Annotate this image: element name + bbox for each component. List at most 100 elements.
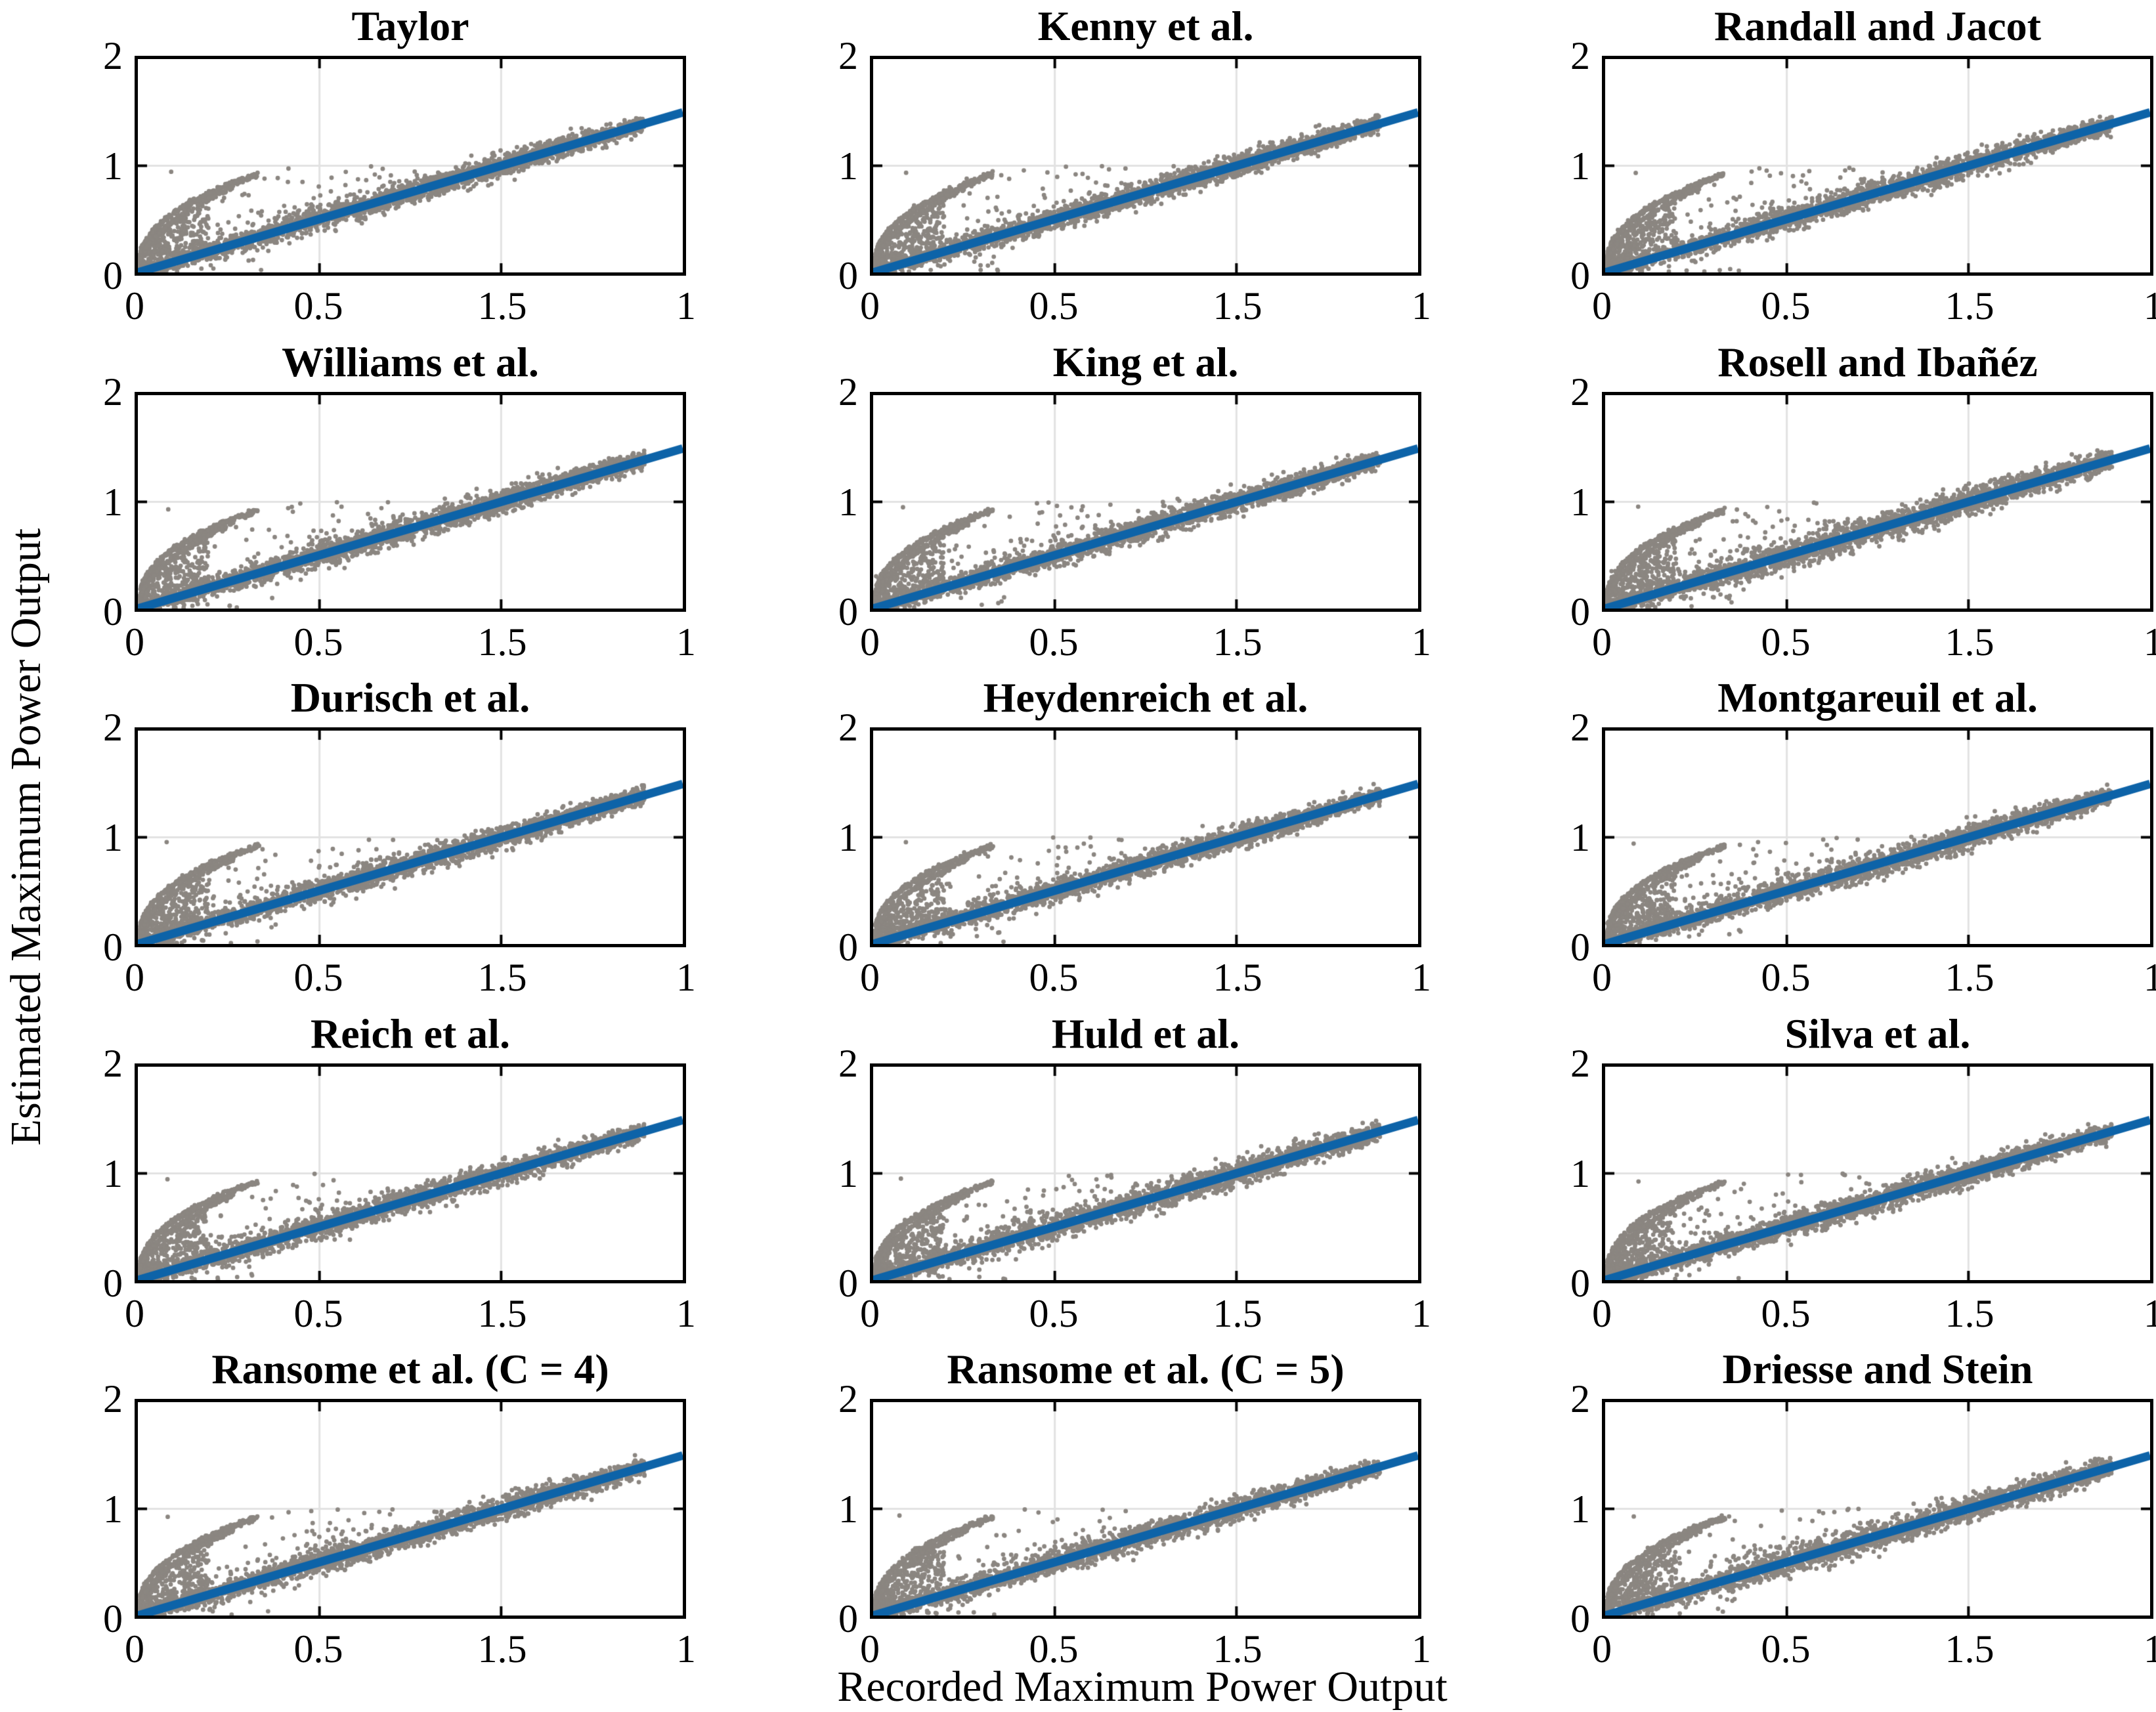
scatter-canvas: [873, 1402, 1418, 1616]
y-tick-label: 1: [838, 815, 858, 859]
y-tick-label: 2: [838, 370, 858, 414]
x-tick-label: 0.5: [293, 956, 343, 999]
x-tick-label: 1: [676, 1292, 696, 1335]
y-tick-label: 2: [1570, 1377, 1590, 1421]
x-tick-label: 0: [860, 620, 880, 664]
plot-frame: [870, 727, 1421, 947]
y-tick-label: 0: [838, 1597, 858, 1640]
y-tick-label: 1: [1570, 1151, 1590, 1195]
plot-frame: [135, 727, 686, 947]
plot-frame: [870, 1063, 1421, 1283]
scatter-canvas: [138, 731, 683, 944]
x-tick-label: 1: [676, 956, 696, 999]
x-tick-label: 1.5: [1945, 1292, 1994, 1335]
x-tick-label: 0: [1592, 1627, 1612, 1671]
y-tick-label: 2: [838, 34, 858, 77]
y-tick-label: 2: [1570, 370, 1590, 414]
x-tick-label: 0: [1592, 284, 1612, 328]
x-tick-label: 0.5: [293, 284, 343, 328]
subplot-title: Huld et al.: [1051, 1010, 1240, 1057]
plot-frame: [1602, 727, 2153, 947]
y-tick-label: 0: [1570, 254, 1590, 297]
subplot-title: King et al.: [1052, 339, 1239, 385]
x-tick-label: 0: [860, 1627, 880, 1671]
y-tick-label: 1: [103, 815, 123, 859]
scatter-canvas: [1605, 395, 2150, 609]
y-tick-label: 2: [1570, 34, 1590, 77]
x-tick-label: 0: [125, 284, 144, 328]
x-tick-label: 0.5: [293, 1627, 343, 1671]
x-tick-label: 0.5: [1029, 620, 1079, 664]
x-tick-label: 1: [1412, 1292, 1431, 1335]
subplot-title: Heydenreich et al.: [983, 674, 1308, 721]
plot-frame: [870, 56, 1421, 276]
x-tick-label: 1: [2144, 1627, 2156, 1671]
x-tick-label: 0: [125, 620, 144, 664]
x-tick-label: 0.5: [293, 620, 343, 664]
y-tick-label: 1: [1570, 1487, 1590, 1531]
y-tick-label: 0: [1570, 926, 1590, 969]
x-tick-label: 1.5: [1213, 956, 1262, 999]
y-tick-label: 1: [838, 1487, 858, 1531]
scatter-canvas: [138, 1067, 683, 1280]
y-tick-label: 0: [838, 1262, 858, 1305]
x-tick-label: 1: [2144, 1292, 2156, 1335]
x-tick-label: 0.5: [293, 1292, 343, 1335]
subplot-title: Rosell and Ibañéz: [1717, 339, 2038, 385]
scatter-canvas: [873, 395, 1418, 609]
x-tick-label: 0: [125, 1292, 144, 1335]
x-tick-label: 1.5: [1945, 620, 1994, 664]
scatter-canvas: [873, 731, 1418, 944]
x-tick-label: 1.5: [477, 620, 527, 664]
x-tick-label: 0.5: [1761, 956, 1811, 999]
subplot-title: Kenny et al.: [1037, 3, 1254, 49]
y-tick-label: 1: [1570, 144, 1590, 188]
y-tick-label: 1: [1570, 815, 1590, 859]
y-tick-label: 1: [838, 480, 858, 524]
x-tick-label: 0: [860, 284, 880, 328]
x-tick-label: 1: [1412, 1627, 1431, 1671]
x-tick-label: 0.5: [1761, 620, 1811, 664]
y-tick-label: 2: [1570, 1042, 1590, 1085]
plot-frame: [1602, 392, 2153, 612]
y-tick-label: 1: [103, 1151, 123, 1195]
subplot-title: Williams et al.: [282, 339, 539, 385]
x-tick-label: 1: [676, 284, 696, 328]
subplot-title: Ransome et al. (C = 5): [947, 1346, 1345, 1392]
y-tick-label: 0: [103, 1262, 123, 1305]
x-tick-label: 1.5: [1945, 1627, 1994, 1671]
plot-frame: [1602, 56, 2153, 276]
subplot-title: Reich et al.: [311, 1010, 510, 1057]
plot-frame: [135, 1063, 686, 1283]
x-tick-label: 1.5: [477, 956, 527, 999]
x-tick-label: 0.5: [1761, 1627, 1811, 1671]
x-tick-label: 0: [125, 1627, 144, 1671]
x-tick-label: 1.5: [1213, 1627, 1262, 1671]
x-tick-label: 1.5: [477, 1292, 527, 1335]
y-tick-label: 2: [103, 1377, 123, 1421]
x-tick-label: 0.5: [1029, 1627, 1079, 1671]
y-tick-label: 0: [838, 590, 858, 633]
x-tick-label: 0: [125, 956, 144, 999]
subplot-title: Durisch et al.: [290, 674, 530, 721]
y-tick-label: 2: [838, 706, 858, 749]
y-tick-label: 0: [1570, 1262, 1590, 1305]
subplot-title: Randall and Jacot: [1714, 3, 2041, 49]
x-axis-label: Recorded Maximum Power Output: [837, 1663, 1448, 1711]
y-tick-label: 1: [103, 144, 123, 188]
y-tick-label: 0: [838, 254, 858, 297]
y-tick-label: 2: [103, 34, 123, 77]
y-tick-label: 0: [1570, 1597, 1590, 1640]
y-tick-label: 1: [838, 144, 858, 188]
y-tick-label: 2: [103, 370, 123, 414]
x-tick-label: 1: [1412, 956, 1431, 999]
x-tick-label: 1: [676, 620, 696, 664]
y-axis-label: Estimated Maximum Power Output: [2, 528, 50, 1146]
y-tick-label: 0: [103, 1597, 123, 1640]
scatter-canvas: [873, 1067, 1418, 1280]
x-tick-label: 0.5: [1761, 1292, 1811, 1335]
scatter-canvas: [138, 1402, 683, 1616]
x-tick-label: 1.5: [477, 284, 527, 328]
y-tick-label: 0: [103, 590, 123, 633]
